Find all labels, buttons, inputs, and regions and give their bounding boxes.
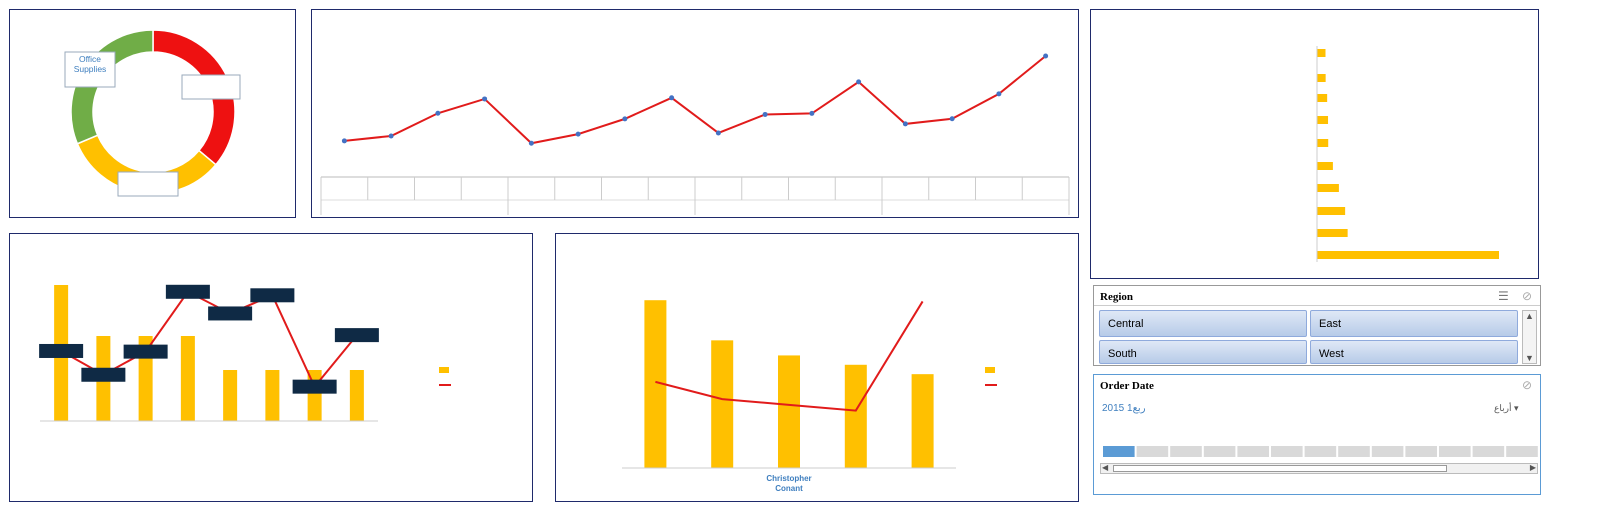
product-bar (1317, 139, 1329, 147)
donut-label-box (181, 74, 241, 100)
data-point (762, 111, 768, 117)
timeline-quarter-cell[interactable] (1271, 446, 1303, 457)
region-slicer-title: Region (1100, 291, 1133, 303)
sales-label-box (165, 284, 210, 299)
product-bar (1317, 251, 1499, 259)
donut-label-name: Supplies (74, 64, 107, 74)
sales-bar (911, 374, 934, 468)
scroll-thumb[interactable] (1113, 465, 1447, 472)
top10-products-chart (1316, 46, 1499, 262)
scroll-down-icon[interactable]: ▼ (1525, 353, 1534, 363)
sales-bar (778, 355, 800, 468)
timeline-quarter-cell[interactable] (1103, 446, 1135, 457)
timeline-quarter-cell[interactable] (1136, 446, 1169, 457)
quarterly-sales-panel (311, 9, 1079, 218)
sales-bar (644, 300, 667, 468)
sales-label-box (292, 379, 337, 394)
region-scrollbar[interactable]: ▲ ▼ (1522, 310, 1537, 364)
product-bar (1317, 49, 1326, 57)
clear-filter-icon[interactable]: ⊘ (1522, 289, 1533, 303)
data-point (388, 133, 394, 139)
data-point (856, 79, 862, 85)
region-slicer: Region ☰ ⊘ Central East South West ▲ ▼ (1093, 285, 1541, 366)
data-point (435, 110, 441, 116)
customer-tick: Christopher (766, 474, 811, 483)
region-item-west[interactable]: West (1310, 340, 1518, 364)
sales-label-box (208, 306, 253, 321)
scroll-right-icon[interactable]: ▶ (1529, 463, 1536, 472)
timeline-quarter-cell[interactable] (1338, 446, 1370, 457)
donut-label-box (64, 51, 116, 88)
timeline-title: Order Date (1100, 380, 1154, 392)
timeline-track (1103, 446, 1538, 457)
sales-label-box (39, 343, 84, 358)
product-bar (1317, 162, 1333, 170)
sales-label-box (81, 367, 126, 382)
order-date-timeline: Order Date ⊘ 2015 ربع1 أرباع ▾ ◀ ▶ (1093, 374, 1541, 495)
orders-line (655, 300, 924, 412)
product-bar (1317, 74, 1326, 82)
sales-bar (711, 340, 734, 468)
multi-select-icon[interactable]: ☰ (1498, 289, 1509, 303)
most-ordered-panel (9, 233, 533, 502)
clear-filter-icon[interactable]: ⊘ (1522, 378, 1533, 392)
data-point (575, 131, 581, 137)
region-item-south[interactable]: South (1099, 340, 1307, 364)
product-bar (1317, 94, 1328, 102)
legend-swatch-sales (985, 367, 995, 373)
timeline-quarter-cell[interactable] (1439, 446, 1471, 457)
category-donut-panel: Office Supplies (9, 9, 296, 218)
order-bar (265, 370, 280, 421)
product-bar (1317, 184, 1339, 192)
scroll-up-icon[interactable]: ▲ (1525, 311, 1534, 321)
most-ordered-chart (39, 284, 451, 422)
product-bar (1317, 207, 1346, 215)
region-item-east[interactable]: East (1310, 310, 1518, 337)
timeline-level-select[interactable]: أرباع ▾ (1494, 403, 1519, 413)
data-point (341, 138, 347, 144)
data-point (482, 96, 488, 102)
timeline-quarter-cell[interactable] (1371, 446, 1404, 457)
sales-label-box (250, 288, 295, 303)
product-bar (1317, 116, 1329, 124)
data-point (1043, 53, 1049, 59)
order-bar (180, 336, 195, 421)
top10-products-panel (1090, 9, 1539, 279)
sales-line (344, 55, 1047, 145)
timeline-quarter-cell[interactable] (1237, 446, 1269, 457)
order-bar (223, 370, 238, 421)
sales-label-box (123, 344, 168, 359)
scroll-left-icon[interactable]: ◀ (1102, 463, 1109, 472)
data-point (949, 116, 955, 122)
data-point (902, 121, 908, 127)
data-point (669, 95, 675, 101)
timeline-quarter-cell[interactable] (1304, 446, 1337, 457)
timeline-selection-label: 2015 ربع1 (1102, 403, 1146, 414)
quarterly-sales-chart (320, 53, 1070, 215)
sales-label-box (334, 328, 379, 343)
timeline-quarter-cell[interactable] (1170, 446, 1202, 457)
data-point (528, 140, 534, 146)
sales-bar (844, 364, 867, 468)
legend-swatch-orders (439, 367, 449, 373)
data-point (996, 91, 1002, 97)
timeline-quarter-cell[interactable] (1405, 446, 1437, 457)
region-item-central[interactable]: Central (1099, 310, 1307, 337)
donut-label-box (117, 171, 179, 197)
data-point (622, 116, 628, 122)
timeline-scrollbar[interactable]: ◀ ▶ (1100, 463, 1538, 474)
timeline-quarter-cell[interactable] (1472, 446, 1505, 457)
timeline-quarter-cell[interactable] (1203, 446, 1236, 457)
data-point (715, 130, 721, 136)
donut-label-name: Office (79, 54, 101, 64)
customer-tick: Conant (775, 484, 803, 493)
product-bar (1317, 229, 1348, 237)
data-point (809, 110, 815, 116)
chevron-down-icon: ▾ (1513, 403, 1519, 413)
timeline-quarter-cell[interactable] (1506, 446, 1538, 457)
order-bar (349, 370, 364, 421)
top5-panel: Christopher Conant (555, 233, 1079, 502)
